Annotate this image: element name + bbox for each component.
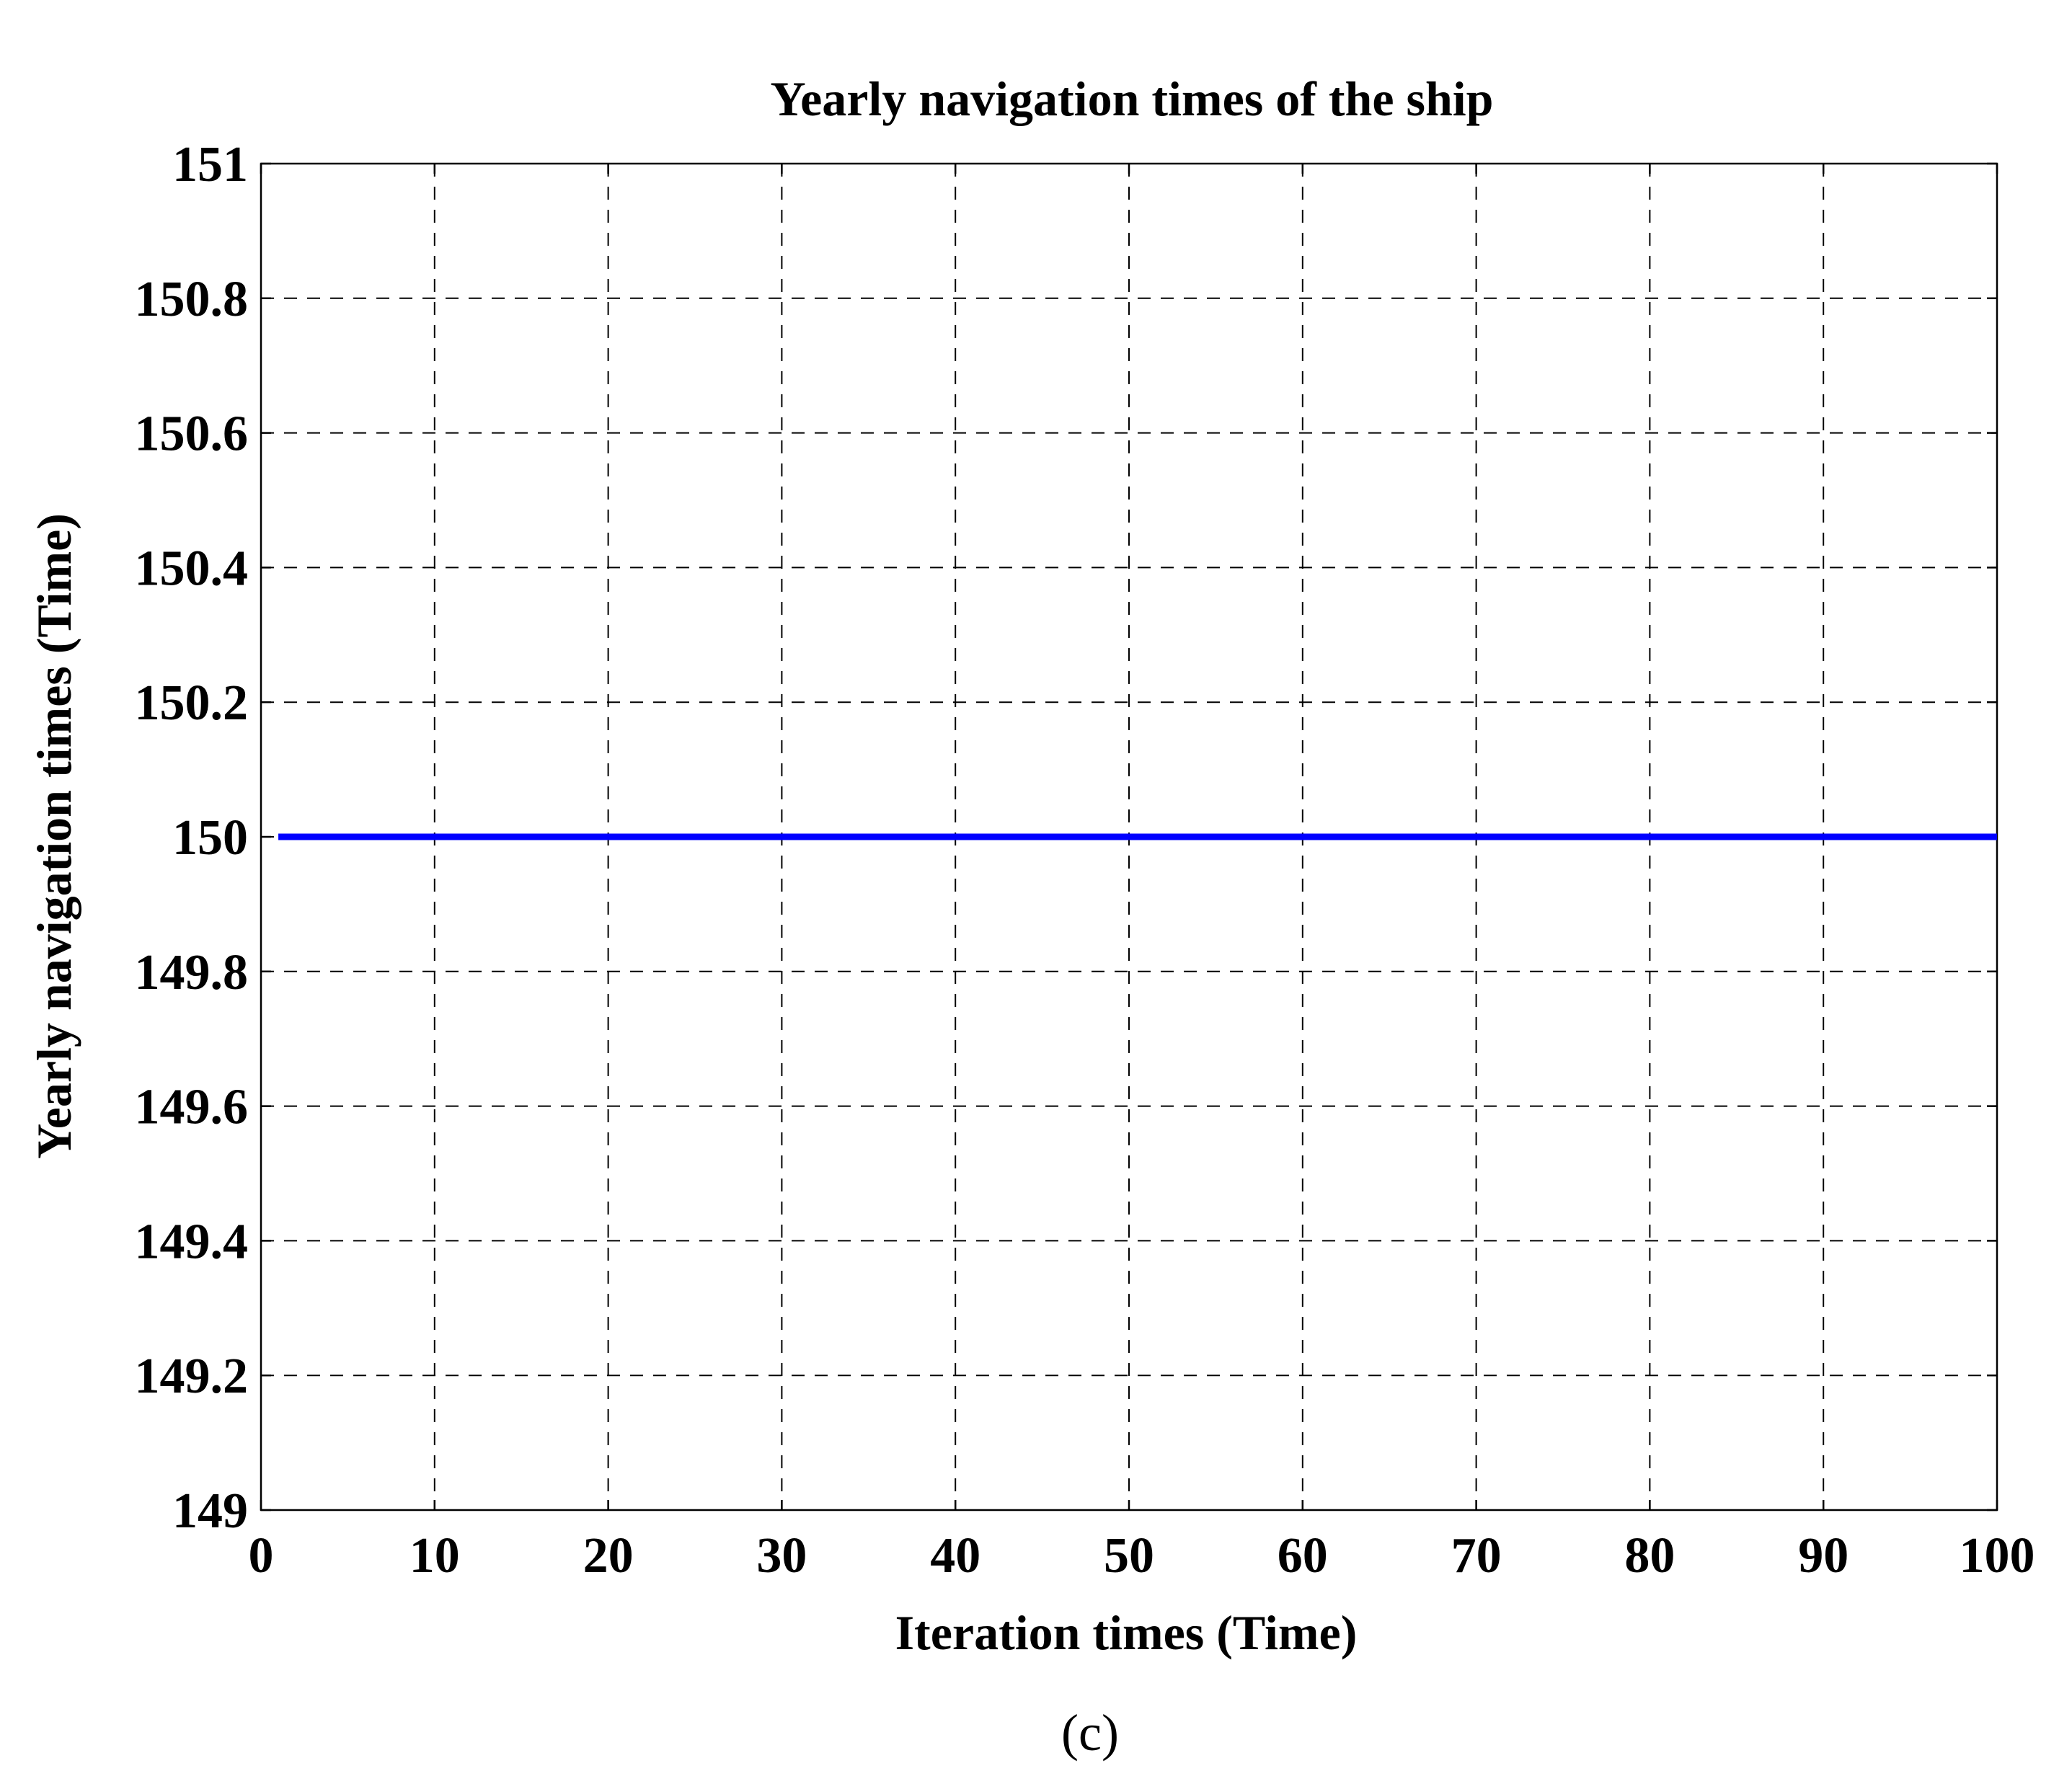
- y-tick-label: 150.4: [135, 541, 249, 596]
- chart-title: Yearly navigation times of the ship: [771, 71, 1494, 126]
- figure-caption: (c): [1061, 1704, 1119, 1762]
- y-axis-label: Yearly navigation times (Time): [27, 513, 81, 1159]
- x-tick-label: 80: [1624, 1528, 1675, 1584]
- x-tick-label: 50: [1104, 1528, 1154, 1584]
- y-tick-label: 149: [172, 1483, 248, 1539]
- x-tick-label: 10: [409, 1528, 460, 1584]
- x-axis-label: Iteration times (Time): [895, 1605, 1358, 1660]
- axis-ticks: 0 10 20 30 40 50 60 70 80 90 100 149 149.2 149.4 149.6…: [135, 137, 2035, 1584]
- y-tick-label: 149.4: [135, 1214, 249, 1269]
- x-tick-label: 70: [1451, 1528, 1502, 1584]
- x-tick-label: 20: [583, 1528, 634, 1584]
- y-tick-label: 151: [172, 137, 248, 192]
- x-tick-label: 90: [1798, 1528, 1849, 1584]
- y-tick-label: 150.6: [135, 407, 249, 462]
- x-tick-label: 100: [1960, 1528, 2035, 1584]
- y-tick-label: 149.2: [135, 1349, 249, 1404]
- x-tick-label: 60: [1278, 1528, 1328, 1584]
- y-tick-label: 149.6: [135, 1080, 249, 1135]
- x-tick-label: 40: [930, 1528, 980, 1584]
- x-tick-label: 30: [756, 1528, 807, 1584]
- x-tick-label: 0: [249, 1528, 274, 1584]
- y-tick-label: 149.8: [135, 945, 249, 1000]
- y-tick-label: 150.8: [135, 272, 249, 327]
- y-tick-label: 150.2: [135, 675, 249, 731]
- y-tick-label: 150: [172, 810, 248, 866]
